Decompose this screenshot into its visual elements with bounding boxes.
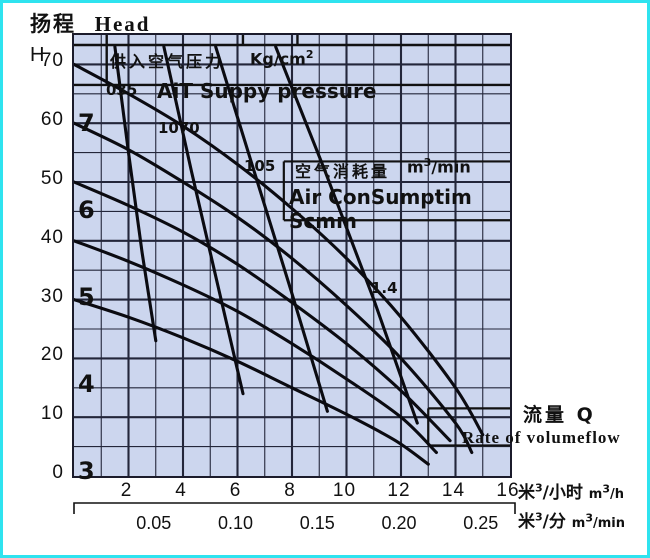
x-tick-12: 12 [387, 480, 411, 501]
supply-pressure-label-cn: 供入空气压力 [110, 52, 225, 71]
unit-secondary: 米3/分 m3/min [518, 507, 625, 532]
x-tick-4: 4 [175, 480, 187, 501]
curve-label-5: 5 [78, 283, 95, 311]
curve-label-0.35: 035 [106, 81, 138, 99]
y-tick-10: 10 [40, 403, 64, 425]
air-consumption-unit: m3/min [407, 156, 471, 177]
unit-secondary-en: m3/min [571, 511, 626, 531]
x-tick-14: 14 [441, 480, 466, 501]
chart-svg [74, 35, 510, 476]
curve-label-7: 7 [78, 109, 95, 137]
x-axis-label-cn: 流量 Q [523, 404, 596, 426]
y-tick-50: 50 [40, 168, 64, 189]
x-tick-6: 6 [229, 480, 242, 501]
supply-pressure-unit: Kg/cm2 [250, 48, 314, 69]
y-tick-20: 20 [40, 344, 64, 366]
x-tick-secondary-0.2: 0.20 [381, 513, 417, 533]
unit-primary: 米3/小时 m3/h [518, 478, 624, 503]
chart-plot-area: 供入空气压力 Kg/cm2 AiT Suppy pressure 空气消耗量 m… [72, 33, 512, 485]
unit-primary-cn: 米3/小时 [518, 481, 583, 503]
x-tick-16: 16 [496, 480, 520, 501]
x-tick-8: 8 [284, 480, 296, 501]
curve-label-4: 4 [78, 370, 95, 398]
x-tick-secondary-0.15: 0.15 [299, 513, 335, 533]
gridlines [74, 35, 510, 476]
curve-label-3: 3 [78, 457, 95, 485]
x-tick-2: 2 [120, 480, 133, 501]
x-tick-secondary-0.1: 0.10 [217, 513, 254, 533]
unit-primary-en: m3/h [588, 482, 625, 502]
curve-label-1.05: 105 [244, 157, 276, 175]
air-consumption-label-cn: 空气消耗量 [295, 162, 391, 181]
supply-pressure-label-en: AiT Suppy pressure [157, 79, 377, 103]
curve-group [74, 45, 485, 466]
y-tick-40: 40 [40, 226, 64, 248]
air-consumption-label-en: Air ConSumptim Scmm [289, 185, 472, 233]
curve-label-0.70: 1070 [158, 119, 200, 137]
x-tick-10: 10 [332, 480, 357, 501]
curve-label-6: 6 [78, 196, 95, 224]
x-axis-label-en: Rate of volumeflow [462, 428, 621, 447]
page-title: 扬程 Head [30, 12, 151, 36]
curve-label-1.4: 1.4 [371, 279, 398, 297]
y-tick-0: 0 [52, 462, 64, 483]
x-tick-secondary-0.05: 0.05 [136, 513, 172, 533]
y-tick-30: 30 [40, 285, 64, 307]
secondary-axis-bracket [73, 502, 516, 514]
y-tick-60: 60 [40, 109, 64, 131]
y-axis-symbol: H [30, 44, 45, 66]
y-tick-70: 70 [40, 50, 64, 72]
x-tick-secondary-0.25: 0.25 [463, 513, 499, 533]
scan-border-right [647, 0, 650, 558]
unit-secondary-cn: 米3/分 [518, 510, 566, 532]
